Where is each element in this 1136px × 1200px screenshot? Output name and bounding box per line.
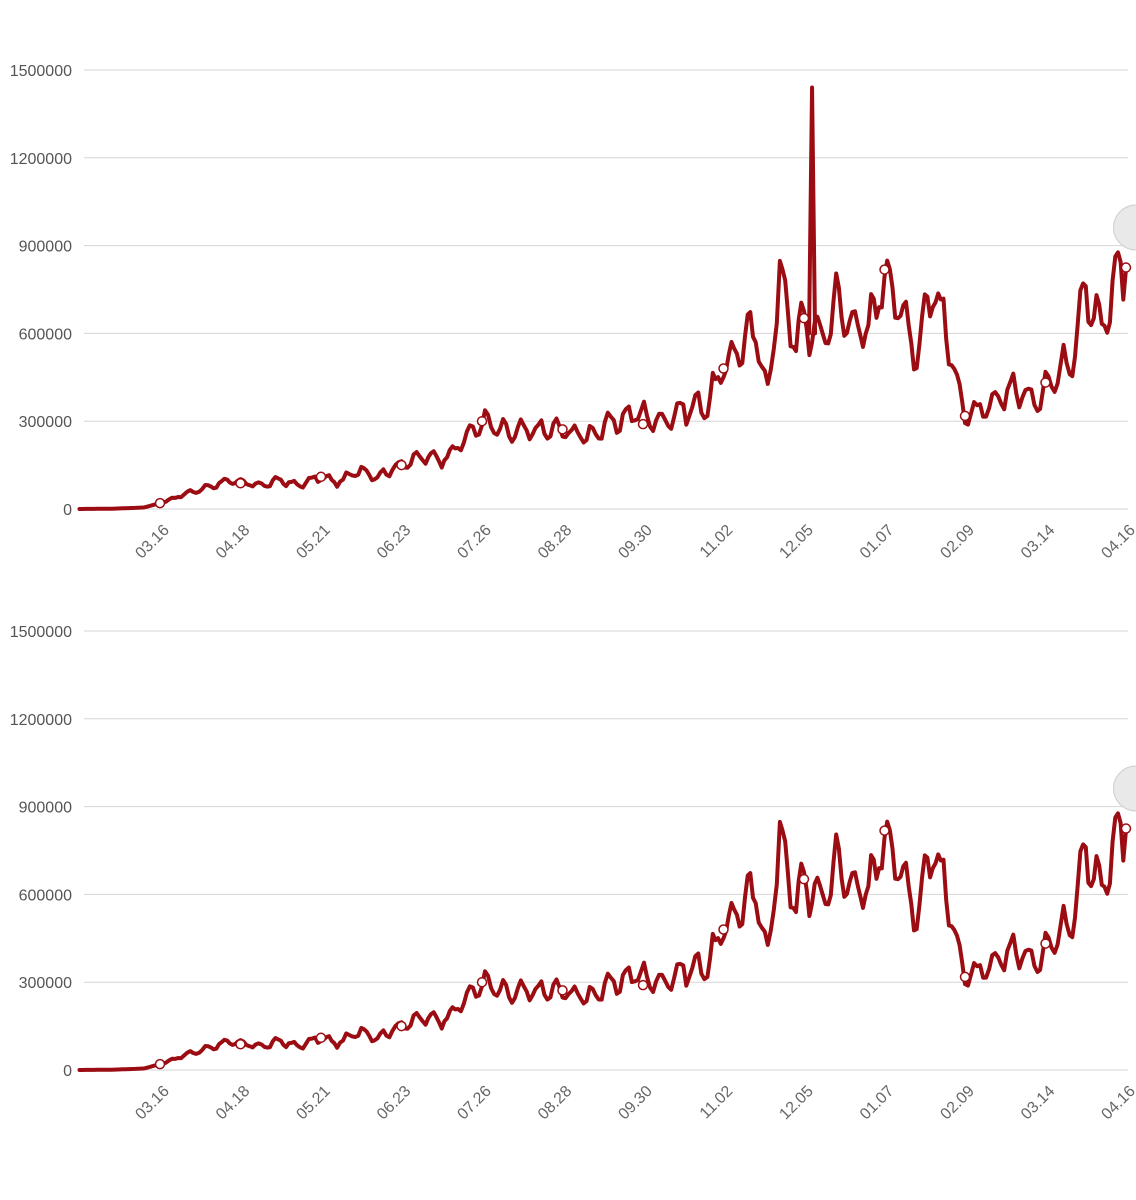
x-tick-label: 04.18: [213, 522, 253, 562]
data-point-marker[interactable]: [154, 1058, 166, 1070]
y-tick-label: 1200000: [10, 712, 72, 729]
chart-top: 0 300000 600000 900000 1200000 1500000 03.16 04…: [10, 63, 1136, 562]
data-point-marker[interactable]: [315, 471, 327, 483]
y-tick-label: 0: [63, 1063, 72, 1080]
x-tick-label: 07.26: [454, 1083, 494, 1123]
x-tick-label: 12.05: [776, 522, 816, 562]
x-tick-label: 08.28: [535, 522, 575, 562]
data-point-marker[interactable]: [235, 477, 246, 489]
data-point-marker[interactable]: [798, 312, 810, 324]
data-point-marker[interactable]: [637, 418, 649, 430]
x-tick-label: 01.07: [857, 522, 897, 562]
y-tick-label: 1500000: [10, 624, 72, 641]
x-tick-label: 09.30: [615, 522, 655, 562]
y-tick-label: 900000: [19, 800, 72, 817]
y-tick-label: 300000: [19, 414, 72, 431]
x-tick-label: 03.16: [132, 1083, 172, 1123]
data-point-marker[interactable]: [235, 1038, 246, 1050]
data-point-marker[interactable]: [315, 1032, 327, 1044]
data-point-marker[interactable]: [476, 415, 488, 427]
x-tick-label: 11.02: [697, 1083, 737, 1123]
chart-top-svg: 0 300000 600000 900000 1200000 1500000 03.16 04…: [10, 63, 1136, 562]
x-tick-label: 03.14: [1018, 1083, 1058, 1123]
data-point-marker[interactable]: [396, 1020, 407, 1032]
x-tick-label: 04.16: [1098, 522, 1136, 562]
x-tick-label: 04.16: [1098, 1083, 1136, 1123]
x-tick-label: 05.21: [293, 1083, 333, 1123]
x-tick-label: 09.30: [615, 1083, 655, 1123]
y-tick-label: 0: [63, 502, 72, 519]
data-point-marker[interactable]: [959, 410, 971, 422]
data-point-marker[interactable]: [879, 264, 890, 275]
data-point-marker[interactable]: [476, 976, 488, 988]
x-tick-label: 02.09: [937, 522, 977, 562]
data-point-marker[interactable]: [718, 363, 729, 374]
x-tick-label: 06.23: [374, 522, 414, 562]
x-tick-label: 12.05: [776, 1083, 816, 1123]
data-point-marker[interactable]: [959, 971, 971, 983]
x-tick-label: 03.16: [132, 522, 172, 562]
y-tick-label: 900000: [19, 239, 72, 256]
x-tick-label: 01.07: [857, 1083, 897, 1123]
data-point-marker[interactable]: [1120, 262, 1132, 273]
data-point-marker[interactable]: [557, 985, 568, 996]
edge-handle[interactable]: [1113, 765, 1136, 812]
data-point-marker[interactable]: [637, 979, 649, 991]
x-tick-label: 03.14: [1018, 522, 1058, 562]
y-tick-label: 600000: [19, 326, 72, 343]
data-point-marker[interactable]: [879, 825, 890, 836]
x-tick-label: 04.18: [213, 1083, 253, 1123]
series-line: [77, 811, 1128, 1072]
data-point-marker[interactable]: [1120, 823, 1132, 834]
y-tick-label: 600000: [19, 887, 72, 904]
data-point-marker[interactable]: [718, 924, 729, 935]
x-tick-label: 11.02: [697, 522, 737, 562]
y-tick-label: 300000: [19, 975, 72, 992]
data-point-marker[interactable]: [396, 459, 407, 471]
x-tick-label: 07.26: [454, 522, 494, 562]
x-tick-label: 02.09: [937, 1083, 977, 1123]
data-point-marker[interactable]: [154, 497, 166, 509]
chart-bottom-svg: 0 300000 600000 900000 1200000 1500000 03.16 04…: [10, 624, 1136, 1123]
series-spike: [807, 85, 818, 336]
y-tick-label: 1200000: [10, 151, 72, 168]
y-tick-label: 1500000: [10, 63, 72, 80]
data-point-marker[interactable]: [1040, 377, 1051, 388]
edge-handle[interactable]: [1113, 204, 1136, 251]
data-point-marker[interactable]: [557, 424, 568, 435]
data-point-marker[interactable]: [1040, 938, 1051, 949]
x-tick-label: 05.21: [293, 522, 333, 562]
x-tick-label: 08.28: [535, 1083, 575, 1123]
x-tick-label: 06.23: [374, 1083, 414, 1123]
data-point-marker[interactable]: [798, 873, 810, 885]
chart-bottom: 0 300000 600000 900000 1200000 1500000 03.16 04…: [0, 561, 1136, 1161]
series-line: [77, 250, 1128, 511]
